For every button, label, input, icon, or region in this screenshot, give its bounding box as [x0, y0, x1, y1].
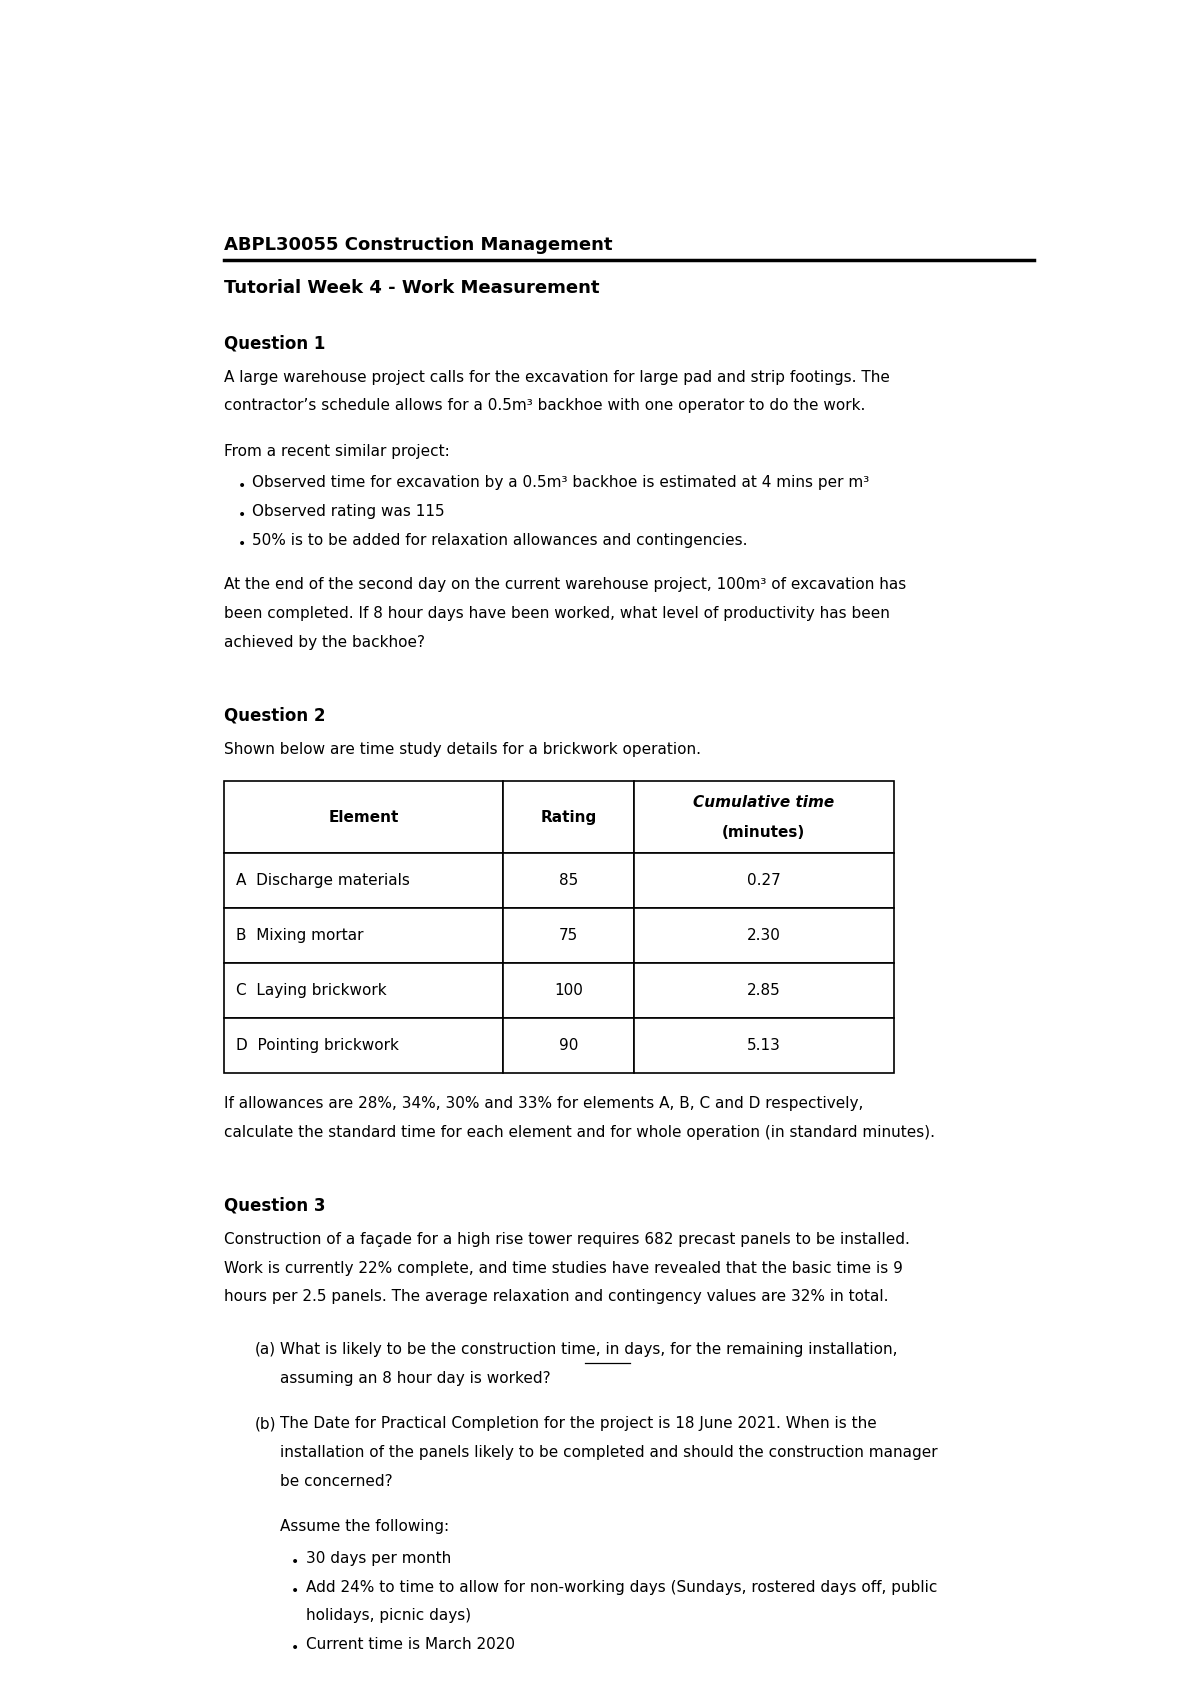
Text: A large warehouse project calls for the excavation for large pad and strip footi: A large warehouse project calls for the … [224, 370, 890, 385]
Text: •: • [292, 1641, 300, 1655]
Text: Shown below are time study details for a brickwork operation.: Shown below are time study details for a… [224, 742, 701, 757]
Text: 5.13: 5.13 [746, 1037, 781, 1052]
Text: been completed. If 8 hour days have been worked, what level of productivity has : been completed. If 8 hour days have been… [224, 606, 890, 621]
Text: •: • [292, 1554, 300, 1568]
Text: 100: 100 [554, 983, 583, 998]
Text: Work is currently 22% complete, and time studies have revealed that the basic ti: Work is currently 22% complete, and time… [224, 1261, 904, 1276]
Text: contractor’s schedule allows for a 0.5m³ backhoe with one operator to do the wor: contractor’s schedule allows for a 0.5m³… [224, 399, 865, 414]
Text: Rating: Rating [540, 809, 596, 825]
Text: holidays, picnic days): holidays, picnic days) [306, 1609, 472, 1624]
Text: At the end of the second day on the current warehouse project, 100m³ of excavati: At the end of the second day on the curr… [224, 577, 907, 592]
Text: 0.27: 0.27 [746, 872, 781, 888]
Text: 85: 85 [559, 872, 578, 888]
Text: From a recent similar project:: From a recent similar project: [224, 445, 450, 460]
Text: installation of the panels likely to be completed and should the construction ma: installation of the panels likely to be … [281, 1446, 938, 1459]
Text: ABPL30055 Construction Management: ABPL30055 Construction Management [224, 236, 613, 255]
Bar [504, 854, 634, 908]
Bar [634, 854, 894, 908]
Text: 2.30: 2.30 [746, 928, 781, 944]
Text: Observed rating was 115: Observed rating was 115 [252, 504, 445, 519]
Text: calculate the standard time for each element and for whole operation (in standar: calculate the standard time for each ele… [224, 1125, 936, 1140]
Text: Cumulative time: Cumulative time [694, 796, 834, 809]
Text: Current time is March 2020: Current time is March 2020 [306, 1638, 515, 1653]
Text: Tutorial Week 4 - Work Measurement: Tutorial Week 4 - Work Measurement [224, 280, 600, 297]
Text: 2.85: 2.85 [746, 983, 781, 998]
Text: be concerned?: be concerned? [281, 1473, 392, 1488]
Bar [504, 962, 634, 1018]
Bar [224, 854, 504, 908]
Bar [224, 962, 504, 1018]
Bar [634, 781, 894, 854]
Text: What is likely to be the construction time, in days, for the remaining installat: What is likely to be the construction ti… [281, 1342, 898, 1358]
Text: 30 days per month: 30 days per month [306, 1551, 451, 1566]
Text: (b): (b) [256, 1417, 276, 1431]
Text: B  Mixing mortar: B Mixing mortar [235, 928, 364, 944]
Bar [504, 781, 634, 854]
Bar [224, 908, 504, 962]
Text: D  Pointing brickwork: D Pointing brickwork [235, 1037, 398, 1052]
Text: If allowances are 28%, 34%, 30% and 33% for elements A, B, C and D respectively,: If allowances are 28%, 34%, 30% and 33% … [224, 1096, 864, 1112]
Text: 75: 75 [559, 928, 578, 944]
Bar [224, 1018, 504, 1073]
Text: C  Laying brickwork: C Laying brickwork [235, 983, 386, 998]
Text: hours per 2.5 panels. The average relaxation and contingency values are 32% in t: hours per 2.5 panels. The average relaxa… [224, 1290, 889, 1305]
Text: Add 24% to time to allow for non-working days (Sundays, rostered days off, publi: Add 24% to time to allow for non-working… [306, 1580, 937, 1595]
Bar [634, 962, 894, 1018]
Bar [504, 1018, 634, 1073]
Text: •: • [239, 479, 247, 494]
Text: •: • [292, 1583, 300, 1597]
Text: achieved by the backhoe?: achieved by the backhoe? [224, 635, 425, 650]
Text: Question 1: Question 1 [224, 334, 325, 353]
Text: (a): (a) [256, 1342, 276, 1358]
Text: •: • [239, 536, 247, 552]
Bar [504, 908, 634, 962]
Text: Question 2: Question 2 [224, 706, 326, 725]
Text: 50% is to be added for relaxation allowances and contingencies.: 50% is to be added for relaxation allowa… [252, 533, 748, 548]
Bar [224, 781, 504, 854]
Text: assuming an 8 hour day is worked?: assuming an 8 hour day is worked? [281, 1371, 551, 1385]
Bar [634, 1018, 894, 1073]
Text: (minutes): (minutes) [722, 825, 805, 840]
Text: Construction of a façade for a high rise tower requires 682 precast panels to be: Construction of a façade for a high rise… [224, 1232, 911, 1247]
Bar [634, 908, 894, 962]
Text: Assume the following:: Assume the following: [281, 1519, 449, 1534]
Text: Observed time for excavation by a 0.5m³ backhoe is estimated at 4 mins per m³: Observed time for excavation by a 0.5m³ … [252, 475, 870, 490]
Text: Question 3: Question 3 [224, 1196, 326, 1215]
Text: 90: 90 [559, 1037, 578, 1052]
Text: •: • [239, 507, 247, 523]
Text: Element: Element [329, 809, 400, 825]
Text: A  Discharge materials: A Discharge materials [235, 872, 409, 888]
Text: The Date for Practical Completion for the project is 18 June 2021. When is the: The Date for Practical Completion for th… [281, 1417, 877, 1431]
